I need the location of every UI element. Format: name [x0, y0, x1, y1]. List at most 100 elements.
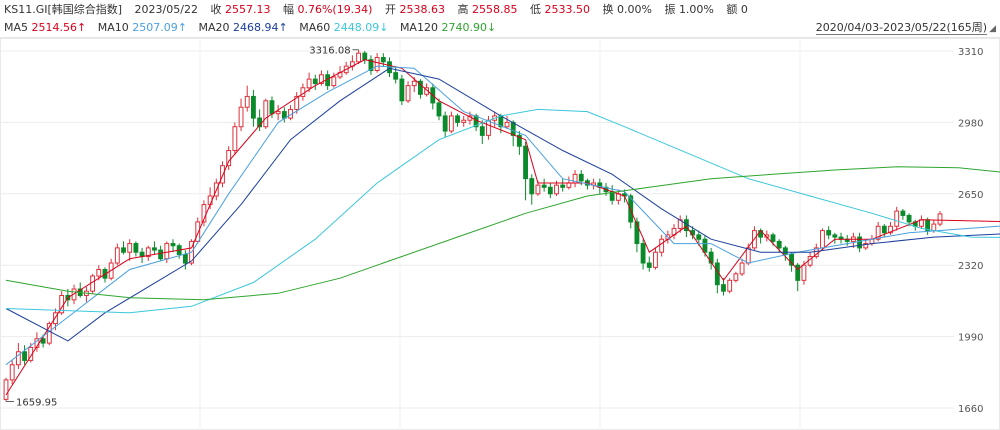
candle-up [319, 74, 324, 84]
candle-down [152, 247, 157, 251]
candle-up [114, 247, 120, 264]
y-tick-label: 2980 [958, 118, 983, 129]
candle-down [182, 253, 188, 264]
candle-down [721, 284, 726, 292]
y-tick-label: 2320 [958, 261, 983, 272]
candle-down [826, 230, 832, 236]
candle-down [362, 52, 368, 61]
candle-down [436, 102, 442, 117]
min-price-annotation: 1659.95 [16, 398, 57, 409]
ma-line-ma20 [5, 67, 1000, 342]
change-value: 0.76%(19.34) [297, 3, 373, 16]
candle-up [220, 165, 225, 184]
candle-down [541, 184, 547, 188]
candlestick-chart[interactable]: 3310 2980 2650 2320 1990 1660 3316.08 1659.95 [0, 38, 1000, 430]
candle-up [3, 379, 9, 400]
dropdown-triangle-icon: ◢ [989, 24, 996, 34]
candle-down [455, 115, 460, 123]
candle-up [374, 56, 380, 71]
plot-frame [0, 38, 1000, 430]
y-tick-label: 1660 [958, 404, 983, 415]
candle-up [888, 225, 893, 234]
change-field: 幅 0.76%(19.34) [282, 3, 373, 16]
candle-up [448, 115, 454, 132]
candle-down [269, 100, 275, 115]
candle-down [702, 238, 708, 253]
close-field: 收 2557.13 [210, 3, 271, 16]
candle-down [906, 214, 912, 223]
close-value: 2557.13 [224, 3, 271, 16]
candle-up [145, 247, 151, 258]
turnover-field: 换 0.00% [602, 3, 652, 16]
candle-down [547, 186, 553, 195]
candle-down [578, 173, 584, 182]
candle-down [776, 240, 782, 249]
candle-down [640, 243, 646, 264]
candle-up [739, 262, 745, 275]
candle-up [226, 150, 232, 167]
candle-up [931, 223, 937, 232]
candle-up [801, 264, 807, 281]
symbol-label: KS11.GI[韩国综合指数] [4, 3, 123, 16]
candle-down [312, 78, 318, 84]
candle-down [479, 126, 485, 136]
y-tick-label: 1990 [958, 333, 983, 344]
volume-value: 0 [740, 3, 748, 16]
candle-up [294, 95, 300, 110]
candle-up [164, 243, 170, 260]
candle-up [875, 225, 881, 240]
candle-up [894, 210, 900, 227]
candle-down [133, 243, 139, 253]
candle-down [368, 59, 374, 71]
candle-up [566, 182, 572, 188]
candle-up [535, 184, 541, 195]
y-tick-label: 2650 [958, 190, 983, 201]
candle-up [863, 243, 869, 249]
ma-legend-ma60: MA60 2448.09↓ [299, 21, 389, 34]
candle-up [263, 100, 269, 128]
date-range-selector[interactable]: 2020/04/03-2023/05/22(165周) ◢ [815, 19, 996, 37]
ma-legend-ma120: MA120 2740.90↓ [399, 21, 497, 34]
candle-up [232, 126, 238, 152]
amplitude-field: 振 1.00% [664, 3, 714, 16]
candle-up [653, 251, 658, 268]
candle-down [158, 249, 164, 260]
candle-down [560, 184, 566, 188]
candle-up [554, 184, 559, 195]
candle-down [418, 80, 423, 95]
candle-up [331, 76, 337, 87]
candle-down [22, 351, 27, 361]
candle-up [127, 243, 133, 253]
ma-line-ma5 [5, 59, 1000, 396]
header-divider [0, 37, 1000, 38]
candle-up [733, 273, 739, 281]
candle-up [90, 275, 96, 292]
candle-down [634, 221, 640, 245]
candle-down [393, 72, 399, 80]
candle-up [306, 78, 312, 89]
ma-line-ma120 [5, 166, 1000, 301]
high-value: 2558.85 [471, 3, 518, 16]
quote-info-bar: KS11.GI[韩国综合指数] 2023/05/22 收 2557.13 幅 0… [0, 0, 1000, 20]
ma-legend: MA5 2514.56↑ MA10 2507.09↑ MA20 2468.94↑… [0, 19, 1000, 37]
open-field: 开 2538.63 [384, 3, 445, 16]
y-tick-label: 3310 [958, 47, 983, 58]
candle-up [195, 221, 201, 242]
candle-up [937, 213, 943, 225]
candle-down [708, 251, 714, 264]
candle-down [696, 234, 702, 240]
candle-up [727, 279, 733, 292]
ma-legend-ma20: MA20 2468.94↑ [198, 21, 288, 34]
candle-up [659, 238, 665, 253]
candle-up [9, 364, 15, 381]
candle-down [857, 236, 863, 249]
turnover-value: 0.00% [616, 3, 652, 16]
candle-down [281, 111, 287, 119]
candle-down [782, 247, 788, 255]
date-range-label: 2020/04/03-2023/05/22(165周) [815, 21, 988, 35]
max-price-annotation: 3316.08 [309, 46, 350, 57]
high-field: 高 2558.85 [457, 3, 518, 16]
candle-up [275, 111, 281, 115]
candle-down [770, 234, 776, 242]
ma-line-ma60 [5, 108, 1000, 314]
